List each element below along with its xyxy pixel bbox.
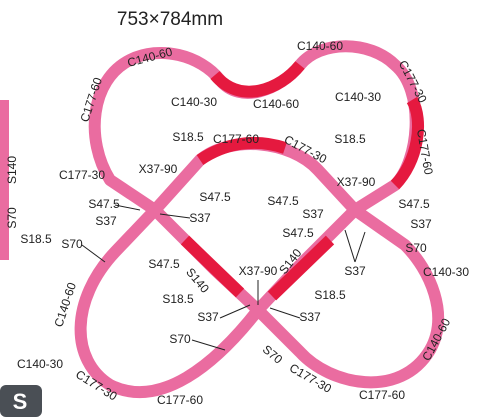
label: C140-30 bbox=[17, 357, 63, 371]
label: X37-90 bbox=[337, 175, 376, 189]
label: S18.5 bbox=[334, 132, 366, 146]
label: S70 bbox=[61, 237, 83, 251]
label: S70 bbox=[5, 207, 19, 229]
label: S18.5 bbox=[162, 292, 194, 306]
label: S70 bbox=[169, 332, 191, 346]
label: C140-60 bbox=[253, 97, 299, 111]
label: C177-30 bbox=[59, 168, 105, 182]
badge bbox=[0, 385, 42, 417]
label: S37 bbox=[299, 310, 321, 324]
label: S70 bbox=[260, 342, 286, 367]
red-track bbox=[210, 61, 305, 98]
label: C177-60 bbox=[359, 388, 405, 402]
leader bbox=[159, 213, 191, 219]
label: S47.5 bbox=[199, 190, 231, 204]
label: S47.5 bbox=[88, 197, 120, 211]
label: S70 bbox=[405, 241, 427, 255]
label: S47.5 bbox=[282, 226, 314, 240]
leader bbox=[191, 339, 226, 351]
leader bbox=[354, 231, 366, 263]
leader bbox=[114, 204, 141, 211]
label: X37-90 bbox=[139, 162, 178, 176]
label: X37-90 bbox=[239, 264, 278, 278]
label: S37 bbox=[344, 264, 366, 278]
label: S47.5 bbox=[267, 194, 299, 208]
leader bbox=[269, 307, 301, 319]
leader-lines bbox=[81, 204, 366, 351]
red-track bbox=[196, 136, 287, 166]
label: S18.5 bbox=[20, 232, 52, 246]
red-track bbox=[180, 235, 245, 298]
label: C177-60 bbox=[157, 393, 203, 407]
label: S18.5 bbox=[314, 288, 346, 302]
red-track bbox=[267, 235, 335, 301]
label: C140-60 bbox=[297, 39, 343, 53]
leader bbox=[219, 304, 251, 319]
label: S37 bbox=[410, 217, 432, 231]
label: S47.5 bbox=[398, 197, 430, 211]
label: C140-30 bbox=[171, 95, 217, 109]
label: S37 bbox=[197, 310, 219, 324]
label: S47.5 bbox=[148, 257, 180, 271]
label: C140-30 bbox=[335, 90, 381, 104]
label: S18.5 bbox=[172, 130, 204, 144]
red-track bbox=[390, 96, 424, 190]
leader bbox=[344, 229, 356, 263]
badge-text: S bbox=[13, 389, 28, 414]
label: C140-60 bbox=[419, 316, 453, 364]
track-loop bbox=[74, 40, 445, 399]
label: S37 bbox=[302, 207, 324, 221]
label: C140-30 bbox=[423, 265, 469, 279]
leader bbox=[81, 244, 106, 263]
label: S37 bbox=[189, 211, 211, 225]
label: S140 bbox=[5, 156, 19, 184]
label: C177-60 bbox=[213, 132, 259, 146]
title: 753×784mm bbox=[117, 9, 223, 30]
label: S37 bbox=[95, 214, 117, 228]
